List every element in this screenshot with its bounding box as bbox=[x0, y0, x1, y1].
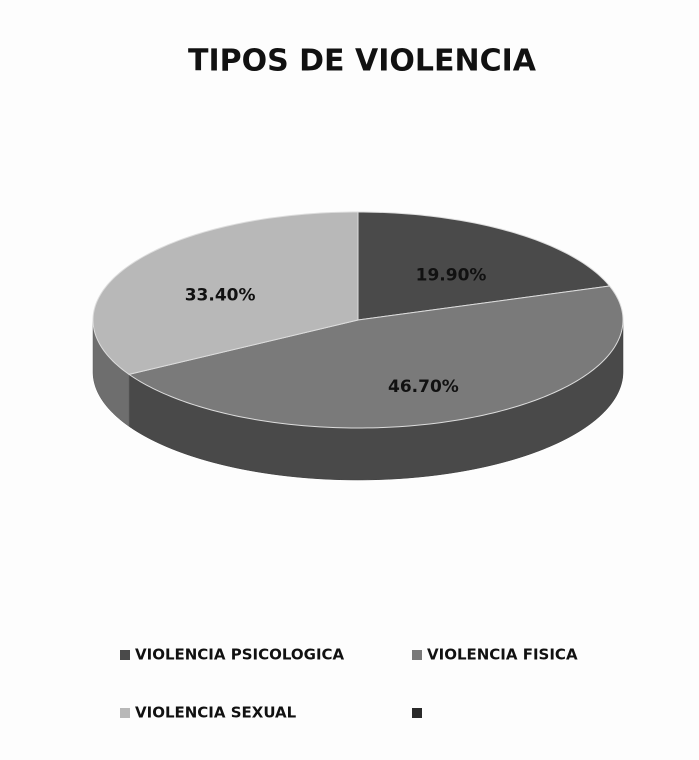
chart-title: TIPOS DE VIOLENCIA bbox=[188, 44, 537, 79]
slice bbox=[127, 285, 624, 429]
legend-swatch bbox=[412, 650, 422, 660]
legend-swatch bbox=[120, 650, 130, 660]
data-label: 33.40% bbox=[185, 286, 256, 306]
legend-swatch bbox=[412, 708, 422, 718]
legend-label: VIOLENCIA SEXUAL bbox=[135, 704, 297, 722]
legend-label: VIOLENCIA PSICOLOGICA bbox=[135, 646, 345, 664]
legend-swatch bbox=[120, 708, 130, 718]
slice bbox=[357, 211, 611, 321]
slice bbox=[92, 211, 359, 375]
legend-label: VIOLENCIA FISICA bbox=[427, 646, 578, 664]
data-label: 46.70% bbox=[388, 377, 459, 397]
data-label: 19.90% bbox=[416, 265, 487, 285]
